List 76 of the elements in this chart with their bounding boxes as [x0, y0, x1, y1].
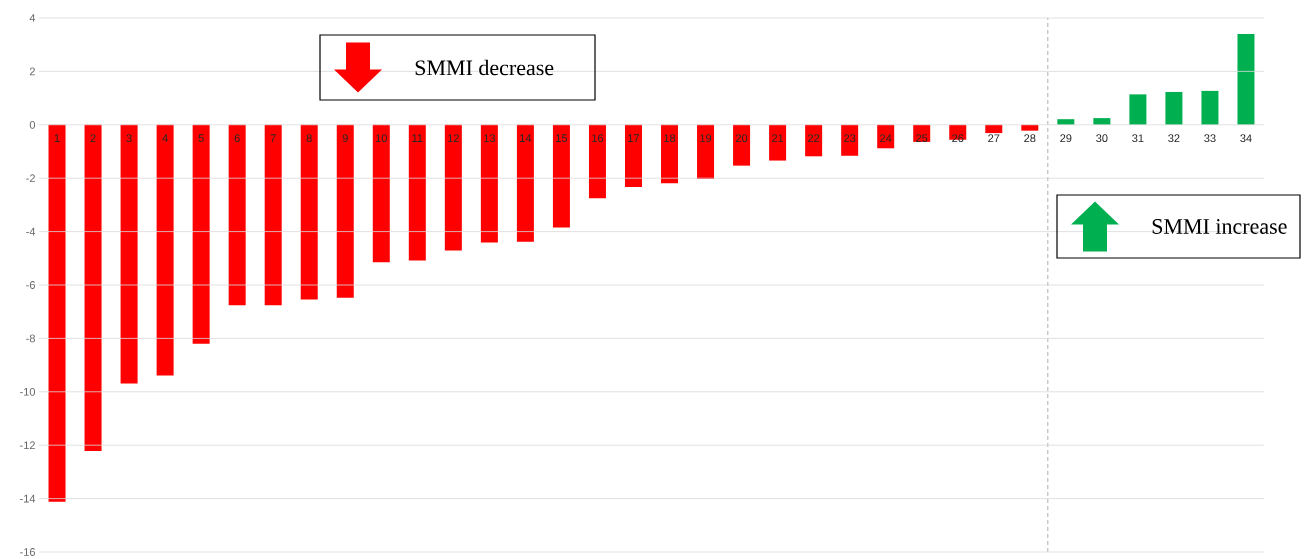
- x-tick-label: 18: [664, 134, 676, 143]
- y-tick-label: 0: [29, 120, 36, 129]
- x-tick-label: 11: [412, 134, 423, 142]
- x-tick-label: 2: [90, 134, 96, 142]
- x-tick-label: 25: [916, 134, 928, 143]
- x-tick-label: 13: [484, 134, 495, 143]
- x-tick-label: 23: [844, 134, 856, 143]
- bar: [156, 124, 174, 376]
- x-tick-label: 21: [772, 134, 784, 142]
- x-tick-label: 31: [1132, 134, 1144, 143]
- bar: [336, 124, 354, 298]
- bar: [84, 124, 102, 451]
- x-tick-label: 7: [270, 134, 276, 142]
- x-tick-label: 1: [54, 134, 60, 142]
- bar: [985, 124, 1003, 133]
- bar: [192, 124, 210, 344]
- y-tick-label: -12: [20, 441, 35, 449]
- x-tick-label: 12: [448, 134, 459, 142]
- x-tick-label: 14: [520, 134, 532, 142]
- annotation: SMMI decrease: [415, 59, 554, 76]
- bar: [228, 124, 246, 306]
- x-tick-label: 8: [306, 134, 312, 143]
- bar: [697, 124, 715, 179]
- x-tick-label: 4: [162, 134, 168, 142]
- x-tick-label: 28: [1024, 134, 1036, 143]
- y-tick-label: -2: [26, 174, 35, 182]
- annotation: SMMI increase: [1152, 218, 1287, 234]
- bar: [48, 124, 66, 502]
- x-tick-label: 24: [880, 134, 892, 142]
- bar: [444, 124, 462, 251]
- x-tick-label: 19: [700, 134, 712, 143]
- bar: [372, 124, 390, 263]
- bar: [120, 124, 138, 384]
- y-tick-label: 2: [29, 67, 35, 76]
- bar: [841, 124, 859, 156]
- bar: [769, 124, 787, 161]
- bar: [1237, 33, 1255, 125]
- bar: [1201, 90, 1219, 125]
- x-tick-label: 33: [1204, 134, 1216, 143]
- bar: [300, 124, 318, 300]
- bar: [624, 124, 642, 187]
- x-tick-label: 10: [376, 134, 387, 143]
- bar: [661, 124, 679, 184]
- x-tick-label: 6: [234, 134, 240, 143]
- bar: [480, 124, 498, 243]
- x-tick-label: 5: [198, 134, 204, 142]
- x-tick-label: 30: [1096, 134, 1108, 143]
- bar: [516, 124, 534, 242]
- x-tick-label: 3: [126, 134, 132, 143]
- bar: [1021, 124, 1039, 131]
- bar: [588, 124, 606, 199]
- y-tick-label: -4: [26, 227, 36, 236]
- y-tick-label: -8: [26, 334, 35, 343]
- y-tick-label: -10: [20, 387, 36, 396]
- bar: [877, 124, 895, 149]
- y-tick-label: 4: [29, 14, 36, 22]
- bar: [733, 124, 751, 166]
- bar: [805, 124, 823, 157]
- bar: [552, 124, 570, 228]
- bar: [1165, 91, 1183, 125]
- y-tick-label: -14: [20, 494, 36, 503]
- y-tick-label: -16: [20, 548, 35, 556]
- x-tick-label: 16: [592, 134, 604, 143]
- y-tick-label: -6: [26, 281, 35, 289]
- x-tick-label: 9: [342, 134, 348, 143]
- x-tick-label: 34: [1240, 134, 1252, 143]
- x-tick-label: 22: [808, 134, 820, 142]
- x-tick-label: 27: [988, 134, 1000, 142]
- bar: [408, 124, 426, 261]
- x-tick-label: 17: [628, 134, 640, 142]
- x-tick-label: 32: [1168, 134, 1180, 143]
- x-tick-label: 15: [556, 134, 568, 142]
- bar: [264, 124, 282, 306]
- bar: [1129, 94, 1147, 125]
- x-tick-label: 29: [1060, 134, 1072, 143]
- x-tick-label: 20: [736, 134, 748, 143]
